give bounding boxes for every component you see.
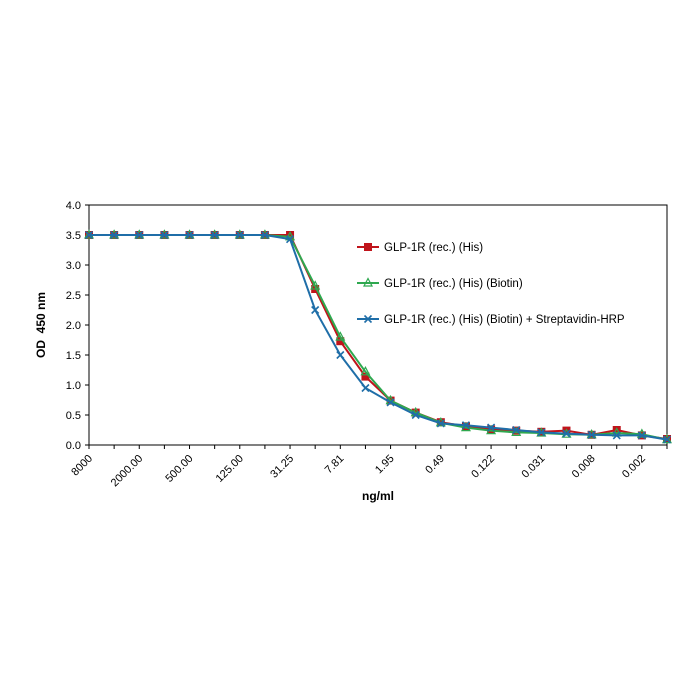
marker-stroke	[612, 431, 621, 440]
legend-item-3: GLP-1R (rec.) (His) (Biotin) + Streptavi…	[357, 314, 625, 326]
data-point	[260, 230, 269, 240]
data-point	[336, 350, 345, 360]
x-axis: 8000 2000.00 500.00 125.00 31.25 7.81 1.95 0.49…	[69, 445, 668, 490]
data-point	[662, 435, 672, 444]
y-axis: 0.0 0.5 1.0 1.5 2.0 2.5 3.0 3.5 4.0	[66, 200, 89, 452]
data-point	[210, 230, 219, 240]
data-point	[436, 419, 445, 428]
y-tick-label: 4.0	[66, 200, 81, 212]
marker-stroke	[386, 398, 395, 407]
data-point	[360, 366, 371, 376]
data-point	[135, 230, 144, 240]
data-point	[185, 230, 194, 240]
x-tick-label: 0.49	[423, 453, 447, 477]
marker-stroke	[285, 235, 295, 244]
marker-stroke	[411, 410, 420, 420]
marker-stroke	[260, 230, 269, 240]
data-point	[587, 430, 596, 439]
x-tick-label: 8000	[69, 453, 95, 479]
marker-stroke	[336, 350, 345, 360]
x-tick-label: 125.00	[214, 453, 246, 485]
data-point	[562, 429, 571, 438]
marker-stroke	[487, 423, 496, 432]
x-tick-label: 0.122	[469, 453, 497, 481]
legend-item-1: GLP-1R (rec.) (His)	[357, 242, 483, 254]
series-layer	[84, 229, 672, 444]
marker-stroke	[537, 428, 546, 437]
data-point	[411, 410, 420, 420]
marker-stroke	[110, 230, 119, 240]
data-point	[461, 421, 471, 430]
data-point	[487, 423, 496, 432]
y-axis-title: OD 450 nm	[34, 292, 48, 358]
legend-label: GLP-1R (rec.) (His) (Biotin) + Streptavi…	[384, 314, 625, 326]
marker-stroke	[461, 421, 471, 430]
y-tick-label: 2.5	[66, 290, 81, 302]
marker-stroke	[160, 230, 169, 240]
marker-stroke	[210, 230, 219, 240]
x-tick-label: 0.008	[570, 453, 598, 481]
data-point	[285, 235, 295, 244]
marker-stroke	[637, 431, 646, 440]
legend-label: GLP-1R (rec.) (His)	[384, 242, 483, 254]
plot-area	[88, 204, 668, 446]
marker-stroke	[562, 429, 571, 438]
legend-marker	[363, 277, 373, 287]
x-axis-title: ng/ml	[362, 489, 394, 503]
marker-stroke	[662, 435, 672, 444]
y-tick-label: 0.0	[66, 440, 81, 452]
x-tick-label: 2000.00	[109, 453, 146, 490]
data-point	[361, 383, 370, 393]
y-tick-label: 2.0	[66, 320, 81, 332]
legend: GLP-1R (rec.) (His) GLP-1R (rec.) (His) (…	[357, 242, 625, 326]
marker-stroke	[135, 230, 144, 240]
marker-stroke	[361, 383, 370, 393]
x-tick-label: 0.031	[520, 453, 548, 481]
data-point	[160, 230, 169, 240]
data-point	[235, 230, 244, 240]
data-point	[512, 425, 521, 435]
legend-marker	[363, 314, 373, 324]
y-tick-label: 3.0	[66, 260, 81, 272]
data-point	[110, 230, 119, 240]
y-tick-label: 3.5	[66, 230, 81, 242]
marker-stroke	[587, 430, 596, 439]
x-tick-label: 7.81	[323, 453, 347, 477]
marker-stroke	[311, 305, 320, 315]
data-point	[637, 431, 646, 440]
y-tick-label: 0.5	[66, 410, 81, 422]
marker-stroke	[436, 419, 445, 428]
data-point	[310, 280, 321, 290]
x-tick-label: 500.00	[163, 453, 195, 485]
legend-item-2: GLP-1R (rec.) (His) (Biotin)	[357, 277, 523, 290]
data-point	[612, 431, 621, 440]
marker-stroke	[84, 230, 94, 240]
marker-stroke	[363, 314, 373, 324]
data-point	[311, 305, 320, 315]
marker-stroke	[512, 425, 521, 435]
y-tick-label: 1.5	[66, 350, 81, 362]
x-tick-label: 1.95	[373, 453, 397, 477]
y-tick-label: 1.0	[66, 380, 81, 392]
legend-label: GLP-1R (rec.) (His) (Biotin)	[384, 278, 523, 290]
x-tick-label: 0.002	[620, 453, 648, 481]
series-line	[89, 234, 668, 441]
series-3	[84, 230, 672, 444]
data-point	[386, 398, 395, 407]
data-point	[84, 230, 94, 240]
legend-marker	[364, 243, 372, 251]
x-tick-label: 31.25	[268, 453, 296, 481]
marker-stroke	[185, 230, 194, 240]
marker-stroke	[235, 230, 244, 240]
data-point	[537, 428, 546, 437]
data-point	[335, 331, 346, 341]
